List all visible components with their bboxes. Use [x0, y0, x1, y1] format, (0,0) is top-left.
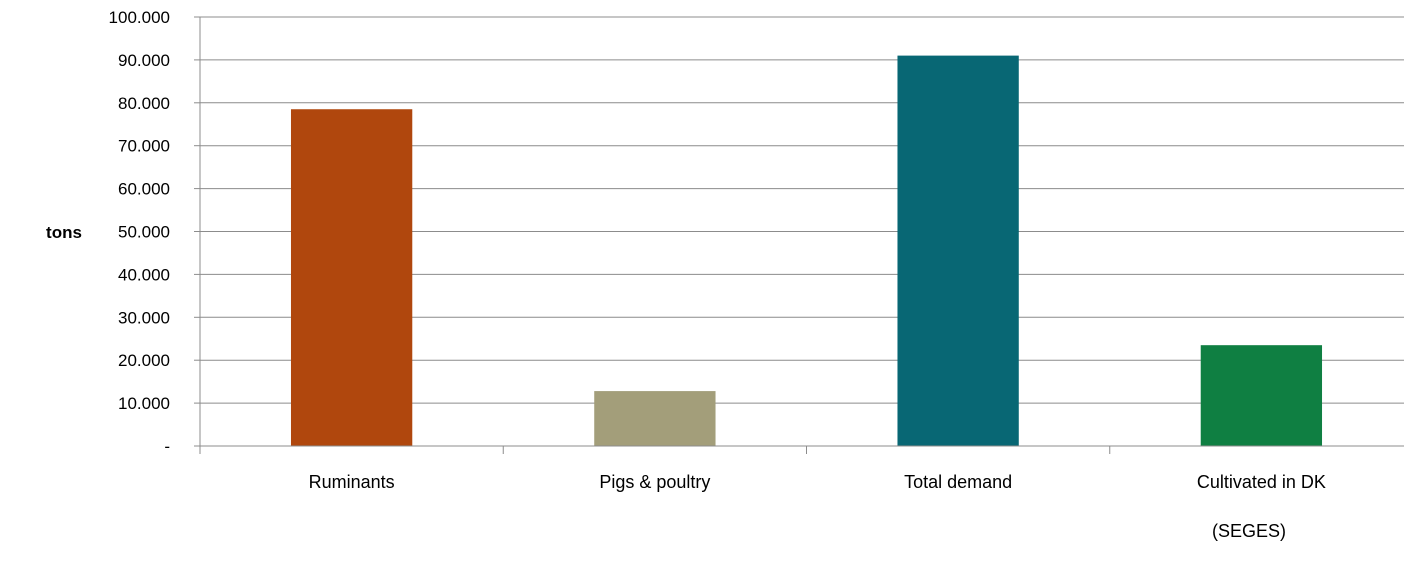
y-tick-label: 60.000: [118, 180, 170, 199]
y-tick-label: 10.000: [118, 394, 170, 413]
y-tick-label: 90.000: [118, 51, 170, 70]
source-note: (SEGES): [1212, 521, 1287, 541]
y-axis-label: tons: [46, 223, 82, 242]
x-tick-labels: Ruminants Pigs & poultry Total demand Culti…: [309, 472, 1326, 492]
bar: [1200, 345, 1323, 446]
x-tick-label: Ruminants: [309, 472, 395, 492]
y-tick-labels: - 10.000 20.000 30.000 40.000 50.000 60.000 70.…: [109, 8, 170, 456]
bar: [290, 109, 413, 447]
x-tick-label: Cultivated in DK: [1197, 472, 1326, 492]
bar: [594, 391, 716, 446]
y-tick-label: 100.000: [109, 8, 170, 27]
y-tick-label: 80.000: [118, 94, 170, 113]
y-tick-label: 40.000: [118, 265, 170, 284]
x-tick-label: Total demand: [904, 472, 1012, 492]
y-tick-label: 70.000: [118, 137, 170, 156]
y-tick-label: -: [164, 437, 170, 456]
axes: [199, 17, 1404, 454]
x-tick-label: Pigs & poultry: [599, 472, 710, 492]
bars: [290, 55, 1323, 447]
y-tick-label: 30.000: [118, 308, 170, 327]
y-tick-label: 50.000: [118, 223, 170, 242]
y-tick-label: 20.000: [118, 351, 170, 370]
bar: [897, 55, 1019, 447]
